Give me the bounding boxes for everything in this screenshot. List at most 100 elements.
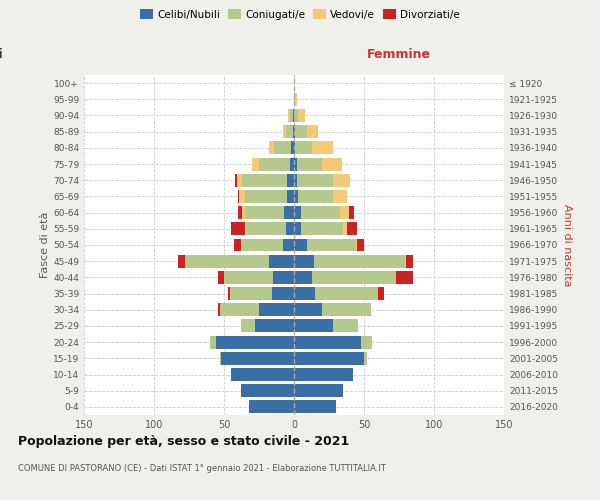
Bar — [294, 76, 295, 90]
Bar — [231, 222, 245, 235]
Bar — [241, 320, 255, 332]
Bar — [356, 238, 357, 252]
Bar — [224, 271, 273, 284]
Bar — [210, 336, 215, 348]
Legend: Celibi/Nubili, Coniugati/e, Vedovi/e, Divorziati/e: Celibi/Nubili, Coniugati/e, Vedovi/e, Di… — [136, 5, 464, 24]
Bar — [307, 125, 318, 138]
Text: Femmine: Femmine — [367, 48, 431, 62]
Bar — [185, 254, 269, 268]
Bar — [228, 287, 230, 300]
Bar — [294, 142, 295, 154]
Bar — [294, 190, 298, 203]
Bar — [294, 222, 301, 235]
Bar — [294, 238, 307, 252]
Bar — [245, 222, 247, 235]
Bar — [333, 320, 358, 332]
Bar — [238, 206, 242, 219]
Bar — [178, 254, 185, 268]
Bar — [294, 320, 333, 332]
Bar — [322, 304, 371, 316]
Bar — [273, 271, 294, 284]
Bar — [287, 190, 294, 203]
Bar — [312, 271, 396, 284]
Bar — [294, 158, 297, 170]
Bar — [241, 384, 294, 397]
Bar — [357, 238, 364, 252]
Bar — [239, 190, 245, 203]
Bar — [220, 352, 221, 365]
Bar — [294, 254, 314, 268]
Bar — [378, 287, 383, 300]
Bar — [404, 254, 406, 268]
Bar — [238, 190, 239, 203]
Bar — [241, 238, 283, 252]
Bar — [283, 238, 294, 252]
Bar — [333, 174, 350, 186]
Bar — [349, 206, 354, 219]
Y-axis label: Fasce di età: Fasce di età — [40, 212, 50, 278]
Y-axis label: Anni di nascita: Anni di nascita — [562, 204, 572, 286]
Bar — [286, 222, 294, 235]
Bar — [274, 142, 291, 154]
Bar — [235, 174, 236, 186]
Bar — [294, 93, 295, 106]
Text: Maschi: Maschi — [0, 48, 4, 62]
Bar — [245, 206, 284, 219]
Bar — [218, 271, 224, 284]
Bar — [245, 190, 287, 203]
Bar — [340, 206, 349, 219]
Bar — [301, 206, 340, 219]
Bar — [283, 125, 286, 138]
Bar — [396, 271, 413, 284]
Bar — [294, 125, 295, 138]
Bar — [322, 158, 341, 170]
Bar — [259, 304, 294, 316]
Bar — [307, 238, 356, 252]
Text: Popolazione per età, sesso e stato civile - 2021: Popolazione per età, sesso e stato civil… — [18, 435, 349, 448]
Bar — [406, 254, 413, 268]
Bar — [294, 384, 343, 397]
Bar — [295, 125, 307, 138]
Bar — [294, 368, 353, 381]
Bar — [231, 368, 294, 381]
Bar — [259, 158, 290, 170]
Bar — [294, 287, 315, 300]
Bar — [247, 222, 286, 235]
Bar — [269, 142, 274, 154]
Bar — [298, 190, 333, 203]
Bar — [294, 174, 297, 186]
Bar — [295, 93, 297, 106]
Bar — [290, 109, 293, 122]
Bar — [230, 287, 272, 300]
Bar — [312, 142, 333, 154]
Bar — [289, 109, 290, 122]
Bar — [286, 125, 293, 138]
Bar — [293, 109, 294, 122]
Bar — [298, 109, 305, 122]
Bar — [314, 254, 404, 268]
Bar — [255, 320, 294, 332]
Bar — [333, 190, 347, 203]
Bar — [215, 336, 294, 348]
Bar — [343, 222, 347, 235]
Bar — [301, 222, 343, 235]
Bar — [218, 304, 220, 316]
Bar — [291, 142, 294, 154]
Bar — [290, 158, 294, 170]
Bar — [272, 287, 294, 300]
Bar — [252, 158, 259, 170]
Text: COMUNE DI PASTORANO (CE) - Dati ISTAT 1° gennaio 2021 - Elaborazione TUTTITALIA.: COMUNE DI PASTORANO (CE) - Dati ISTAT 1°… — [18, 464, 386, 473]
Bar — [294, 271, 312, 284]
Bar — [294, 206, 301, 219]
Bar — [361, 336, 373, 348]
Bar — [295, 142, 312, 154]
Bar — [221, 352, 294, 365]
Bar — [364, 352, 367, 365]
Bar — [294, 400, 336, 413]
Bar — [220, 304, 259, 316]
Bar — [315, 287, 378, 300]
Bar — [249, 400, 294, 413]
Bar — [284, 206, 294, 219]
Bar — [294, 304, 322, 316]
Bar — [242, 206, 245, 219]
